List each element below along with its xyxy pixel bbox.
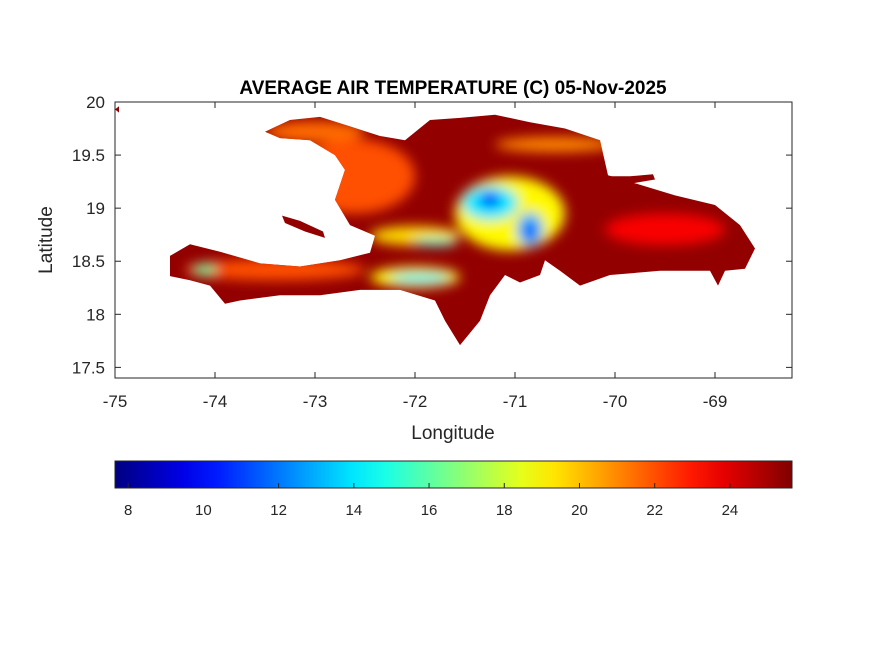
land-polygon <box>605 174 655 185</box>
colorbar-tick-label: 12 <box>270 502 287 519</box>
land-heatmap <box>115 106 755 346</box>
colorbar-tick-label: 8 <box>124 502 132 519</box>
temperature-zone <box>524 224 536 239</box>
y-tick-label: 19.5 <box>72 146 105 165</box>
colorbar-tick-label: 14 <box>345 502 362 519</box>
temperature-zone <box>390 273 450 283</box>
temperature-zone <box>480 192 500 208</box>
x-tick-label: -74 <box>203 392 228 411</box>
temperature-zones <box>185 121 725 288</box>
x-tick-label: -71 <box>503 392 528 411</box>
y-tick-label: 18 <box>86 305 105 324</box>
colorbar-tick-label: 24 <box>722 502 739 519</box>
y-tick-label: 17.5 <box>72 358 105 377</box>
y-tick-label: 18.5 <box>72 252 105 271</box>
temperature-zone <box>295 139 415 214</box>
x-axis: -75 -74 -73 -72 -71 -70 -69 <box>103 102 728 411</box>
temperature-zone <box>193 264 217 276</box>
y-tick-label: 19 <box>86 199 105 218</box>
colorbar-tick-label: 10 <box>195 502 212 519</box>
x-tick-label: -73 <box>303 392 328 411</box>
y-axis-label: Latitude <box>36 206 57 274</box>
y-tick-label: 20 <box>86 93 105 112</box>
land-polygon <box>115 106 119 113</box>
temperature-zone <box>605 213 725 246</box>
colorbar-tick-label: 16 <box>421 502 438 519</box>
y-axis: 17.5 18 18.5 19 19.5 20 <box>72 93 792 377</box>
x-tick-label: -75 <box>103 392 128 411</box>
x-tick-label: -72 <box>403 392 428 411</box>
x-axis-label: Longitude <box>411 423 494 444</box>
temperature-zone <box>495 137 615 152</box>
x-tick-label: -70 <box>603 392 628 411</box>
temperature-zone <box>413 238 457 246</box>
colorbar <box>114 460 793 489</box>
colorbar-ticks: 8 10 12 14 16 18 20 22 24 <box>124 483 738 519</box>
colorbar-tick-label: 20 <box>571 502 588 519</box>
colorbar-tick-label: 22 <box>646 502 663 519</box>
land-polygon <box>282 215 325 238</box>
temperature-zone <box>265 121 365 143</box>
colorbar-tick-label: 18 <box>496 502 513 519</box>
plot-axes-box <box>114 101 793 379</box>
temperature-zone <box>185 259 365 281</box>
chart-title: AVERAGE AIR TEMPERATURE (C) 05-Nov-2025 <box>239 78 667 99</box>
x-tick-label: -69 <box>703 392 728 411</box>
